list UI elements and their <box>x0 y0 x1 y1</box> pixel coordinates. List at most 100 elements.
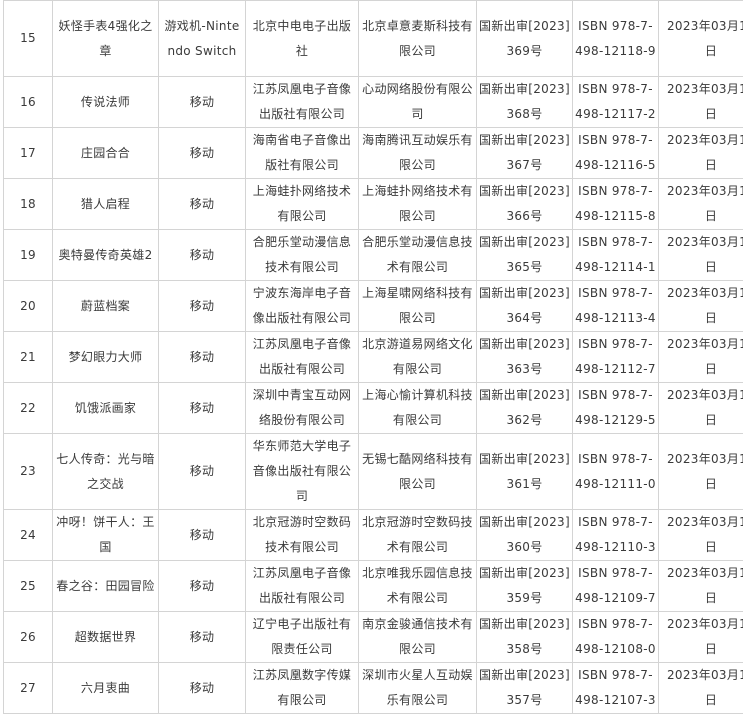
approval-number-cell: 国新出审[2023]367号 <box>477 128 573 179</box>
approval-number-cell: 国新出审[2023]364号 <box>477 281 573 332</box>
approval-date-cell: 2023年03月16日 <box>659 128 743 179</box>
isbn-cell: ISBN 978-7-498-12112-7 <box>573 332 659 383</box>
platform-cell: 移动 <box>159 281 246 332</box>
publisher-cell: 深圳中青宝互动网络股份有限公司 <box>246 383 359 434</box>
approval-date-cell: 2023年03月16日 <box>659 383 743 434</box>
approval-number-cell: 国新出审[2023]358号 <box>477 612 573 663</box>
game-name-cell: 梦幻眼力大师 <box>53 332 159 383</box>
isbn-cell: ISBN 978-7-498-12117-2 <box>573 77 659 128</box>
operator-cell: 北京冠游时空数码技术有限公司 <box>359 510 477 561</box>
game-name-cell: 奥特曼传奇英雄2 <box>53 230 159 281</box>
publisher-cell: 上海蛙扑网络技术有限公司 <box>246 179 359 230</box>
row-number-cell: 21 <box>4 332 53 383</box>
isbn-cell: ISBN 978-7-498-12107-3 <box>573 663 659 714</box>
publisher-cell: 北京中电电子出版社 <box>246 1 359 77</box>
isbn-cell: ISBN 978-7-498-12114-1 <box>573 230 659 281</box>
approval-number-cell: 国新出审[2023]359号 <box>477 561 573 612</box>
operator-cell: 合肥乐堂动漫信息技术有限公司 <box>359 230 477 281</box>
game-name-cell: 庄园合合 <box>53 128 159 179</box>
row-number-cell: 26 <box>4 612 53 663</box>
game-name-cell: 饥饿派画家 <box>53 383 159 434</box>
isbn-cell: ISBN 978-7-498-12118-9 <box>573 1 659 77</box>
approval-date-cell: 2023年03月16日 <box>659 510 743 561</box>
platform-cell: 移动 <box>159 230 246 281</box>
platform-cell: 移动 <box>159 77 246 128</box>
row-number-cell: 19 <box>4 230 53 281</box>
approval-date-cell: 2023年03月16日 <box>659 77 743 128</box>
publisher-cell: 华东师范大学电子音像出版社有限公司 <box>246 434 359 510</box>
row-number-cell: 27 <box>4 663 53 714</box>
operator-cell: 上海星啸网络科技有限公司 <box>359 281 477 332</box>
approval-date-cell: 2023年03月16日 <box>659 179 743 230</box>
row-number-cell: 15 <box>4 1 53 77</box>
isbn-cell: ISBN 978-7-498-12115-8 <box>573 179 659 230</box>
approval-number-cell: 国新出审[2023]361号 <box>477 434 573 510</box>
operator-cell: 海南腾讯互动娱乐有限公司 <box>359 128 477 179</box>
operator-cell: 北京唯我乐园信息技术有限公司 <box>359 561 477 612</box>
approval-number-cell: 国新出审[2023]363号 <box>477 332 573 383</box>
platform-cell: 移动 <box>159 179 246 230</box>
game-name-cell: 蔚蓝档案 <box>53 281 159 332</box>
publisher-cell: 海南省电子音像出版社有限公司 <box>246 128 359 179</box>
approval-date-cell: 2023年03月16日 <box>659 663 743 714</box>
platform-cell: 游戏机-Nintendo Switch <box>159 1 246 77</box>
platform-cell: 移动 <box>159 561 246 612</box>
operator-cell: 心动网络股份有限公司 <box>359 77 477 128</box>
game-name-cell: 七人传奇：光与暗之交战 <box>53 434 159 510</box>
game-name-cell: 六月衷曲 <box>53 663 159 714</box>
row-number-cell: 24 <box>4 510 53 561</box>
operator-cell: 深圳市火星人互动娱乐有限公司 <box>359 663 477 714</box>
platform-cell: 移动 <box>159 434 246 510</box>
approval-date-cell: 2023年03月16日 <box>659 230 743 281</box>
isbn-cell: ISBN 978-7-498-12116-5 <box>573 128 659 179</box>
approval-date-cell: 2023年03月16日 <box>659 1 743 77</box>
isbn-cell: ISBN 978-7-498-12129-5 <box>573 383 659 434</box>
approval-date-cell: 2023年03月16日 <box>659 612 743 663</box>
row-number-cell: 18 <box>4 179 53 230</box>
isbn-cell: ISBN 978-7-498-12108-0 <box>573 612 659 663</box>
publisher-cell: 江苏凤凰电子音像出版社有限公司 <box>246 561 359 612</box>
approval-date-cell: 2023年03月16日 <box>659 281 743 332</box>
publisher-cell: 北京冠游时空数码技术有限公司 <box>246 510 359 561</box>
publisher-cell: 江苏凤凰电子音像出版社有限公司 <box>246 77 359 128</box>
approval-number-cell: 国新出审[2023]368号 <box>477 77 573 128</box>
row-number-cell: 22 <box>4 383 53 434</box>
platform-cell: 移动 <box>159 510 246 561</box>
isbn-cell: ISBN 978-7-498-12110-3 <box>573 510 659 561</box>
game-name-cell: 传说法师 <box>53 77 159 128</box>
platform-cell: 移动 <box>159 383 246 434</box>
row-number-cell: 20 <box>4 281 53 332</box>
platform-cell: 移动 <box>159 612 246 663</box>
row-number-cell: 16 <box>4 77 53 128</box>
publisher-cell: 江苏凤凰数字传媒有限公司 <box>246 663 359 714</box>
operator-cell: 无锡七酷网络科技有限公司 <box>359 434 477 510</box>
approval-number-cell: 国新出审[2023]360号 <box>477 510 573 561</box>
game-name-cell: 春之谷：田园冒险 <box>53 561 159 612</box>
row-number-cell: 25 <box>4 561 53 612</box>
game-name-cell: 妖怪手表4强化之章 <box>53 1 159 77</box>
approval-number-cell: 国新出审[2023]369号 <box>477 1 573 77</box>
operator-cell: 北京游道易网络文化有限公司 <box>359 332 477 383</box>
isbn-cell: ISBN 978-7-498-12109-7 <box>573 561 659 612</box>
publisher-cell: 江苏凤凰电子音像出版社有限公司 <box>246 332 359 383</box>
operator-cell: 北京卓意麦斯科技有限公司 <box>359 1 477 77</box>
approval-number-cell: 国新出审[2023]365号 <box>477 230 573 281</box>
operator-cell: 上海蛙扑网络技术有限公司 <box>359 179 477 230</box>
publisher-cell: 辽宁电子出版社有限责任公司 <box>246 612 359 663</box>
isbn-cell: ISBN 978-7-498-12111-0 <box>573 434 659 510</box>
platform-cell: 移动 <box>159 332 246 383</box>
publisher-cell: 合肥乐堂动漫信息技术有限公司 <box>246 230 359 281</box>
